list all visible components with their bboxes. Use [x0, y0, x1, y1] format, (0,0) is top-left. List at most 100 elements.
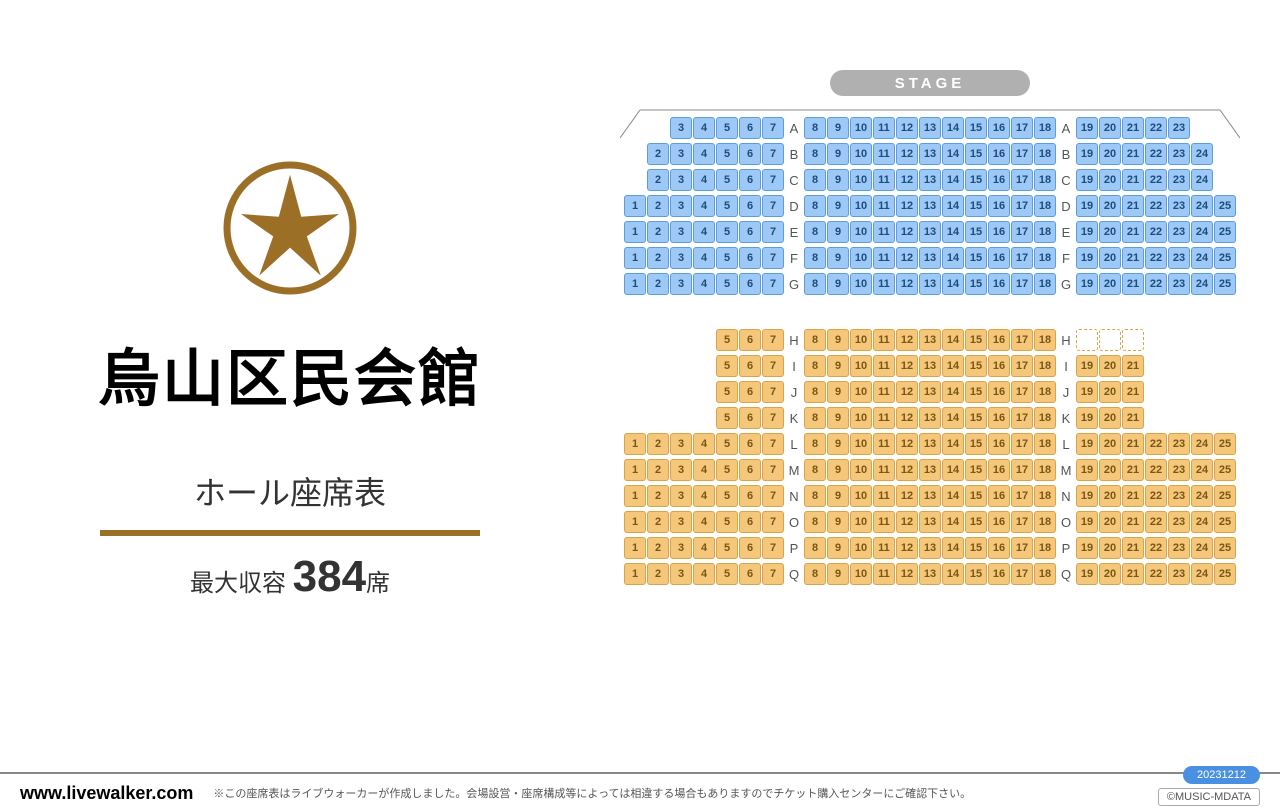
seat: 12	[896, 221, 918, 243]
seat: 2	[647, 221, 669, 243]
seat: 10	[850, 485, 872, 507]
seat: 18	[1034, 273, 1056, 295]
seat: 17	[1011, 195, 1033, 217]
seat: 12	[896, 381, 918, 403]
seat-row: 1234567Q89101112131415161718Q19202122232…	[600, 562, 1260, 586]
seat: 21	[1122, 143, 1144, 165]
seat-row: 567I89101112131415161718I192021	[600, 354, 1260, 378]
seat: 18	[1034, 329, 1056, 351]
seat: 2	[647, 247, 669, 269]
seat: 8	[804, 221, 826, 243]
seat: 15	[965, 169, 987, 191]
seat: 13	[919, 511, 941, 533]
seat-removed	[1076, 329, 1098, 351]
seat: 20	[1099, 381, 1121, 403]
seat: 13	[919, 433, 941, 455]
seat-row: 234567B89101112131415161718B192021222324	[600, 142, 1260, 166]
seat: 24	[1191, 485, 1213, 507]
seat-row: 1234567P89101112131415161718P19202122232…	[600, 536, 1260, 560]
seat: 23	[1168, 485, 1190, 507]
row-label: M	[1057, 463, 1075, 478]
seat: 23	[1168, 563, 1190, 585]
seat: 4	[693, 143, 715, 165]
seat: 18	[1034, 407, 1056, 429]
seat: 11	[873, 407, 895, 429]
seat: 24	[1191, 459, 1213, 481]
seat: 17	[1011, 117, 1033, 139]
seat: 3	[670, 433, 692, 455]
seat: 20	[1099, 407, 1121, 429]
seat-row: 1234567E89101112131415161718E19202122232…	[600, 220, 1260, 244]
seat: 7	[762, 563, 784, 585]
seat: 10	[850, 247, 872, 269]
venue-logo-icon	[220, 158, 360, 298]
seat: 21	[1122, 355, 1144, 377]
seat: 15	[965, 329, 987, 351]
seat-row: 1234567L89101112131415161718L19202122232…	[600, 432, 1260, 456]
seat: 10	[850, 221, 872, 243]
seat: 6	[739, 355, 761, 377]
seat: 23	[1168, 537, 1190, 559]
seat: 3	[670, 117, 692, 139]
seat: 11	[873, 537, 895, 559]
seat: 20	[1099, 195, 1121, 217]
seat: 17	[1011, 511, 1033, 533]
seat: 9	[827, 273, 849, 295]
seat: 5	[716, 195, 738, 217]
seat: 20	[1099, 433, 1121, 455]
seat: 13	[919, 273, 941, 295]
seat: 6	[739, 329, 761, 351]
row-label: N	[1057, 489, 1075, 504]
seat-row: 1234567G89101112131415161718G19202122232…	[600, 272, 1260, 296]
row-label: L	[785, 437, 803, 452]
seat: 11	[873, 459, 895, 481]
seat: 8	[804, 537, 826, 559]
seat: 14	[942, 433, 964, 455]
seat: 8	[804, 381, 826, 403]
seat: 14	[942, 459, 964, 481]
back-block: 567H89101112131415161718H567I89101112131…	[600, 328, 1260, 588]
seat: 16	[988, 537, 1010, 559]
row-label: K	[1057, 411, 1075, 426]
seat: 5	[716, 117, 738, 139]
seat: 22	[1145, 143, 1167, 165]
seat: 22	[1145, 221, 1167, 243]
seat: 10	[850, 433, 872, 455]
seat: 23	[1168, 247, 1190, 269]
seat: 11	[873, 117, 895, 139]
seat: 5	[716, 143, 738, 165]
seat: 22	[1145, 273, 1167, 295]
seat: 12	[896, 195, 918, 217]
seat: 5	[716, 329, 738, 351]
seat: 10	[850, 143, 872, 165]
row-label: I	[1057, 359, 1075, 374]
seat: 12	[896, 117, 918, 139]
row-label: G	[785, 277, 803, 292]
seat: 7	[762, 247, 784, 269]
seat: 17	[1011, 329, 1033, 351]
seat: 21	[1122, 511, 1144, 533]
seat: 16	[988, 407, 1010, 429]
capacity-prefix: 最大収容	[190, 570, 293, 597]
seat: 3	[670, 195, 692, 217]
seat: 21	[1122, 381, 1144, 403]
seat: 18	[1034, 355, 1056, 377]
seat: 17	[1011, 381, 1033, 403]
seat: 15	[965, 433, 987, 455]
seat: 10	[850, 195, 872, 217]
seat: 10	[850, 537, 872, 559]
seat: 5	[716, 511, 738, 533]
seat: 3	[670, 485, 692, 507]
seat: 14	[942, 273, 964, 295]
row-label: H	[785, 333, 803, 348]
seat: 13	[919, 221, 941, 243]
seat: 17	[1011, 407, 1033, 429]
seat: 2	[647, 195, 669, 217]
row-label: P	[785, 541, 803, 556]
seat: 23	[1168, 433, 1190, 455]
row-label: C	[785, 173, 803, 188]
seat: 23	[1168, 221, 1190, 243]
seat: 1	[624, 433, 646, 455]
seat: 21	[1122, 459, 1144, 481]
seat: 2	[647, 169, 669, 191]
